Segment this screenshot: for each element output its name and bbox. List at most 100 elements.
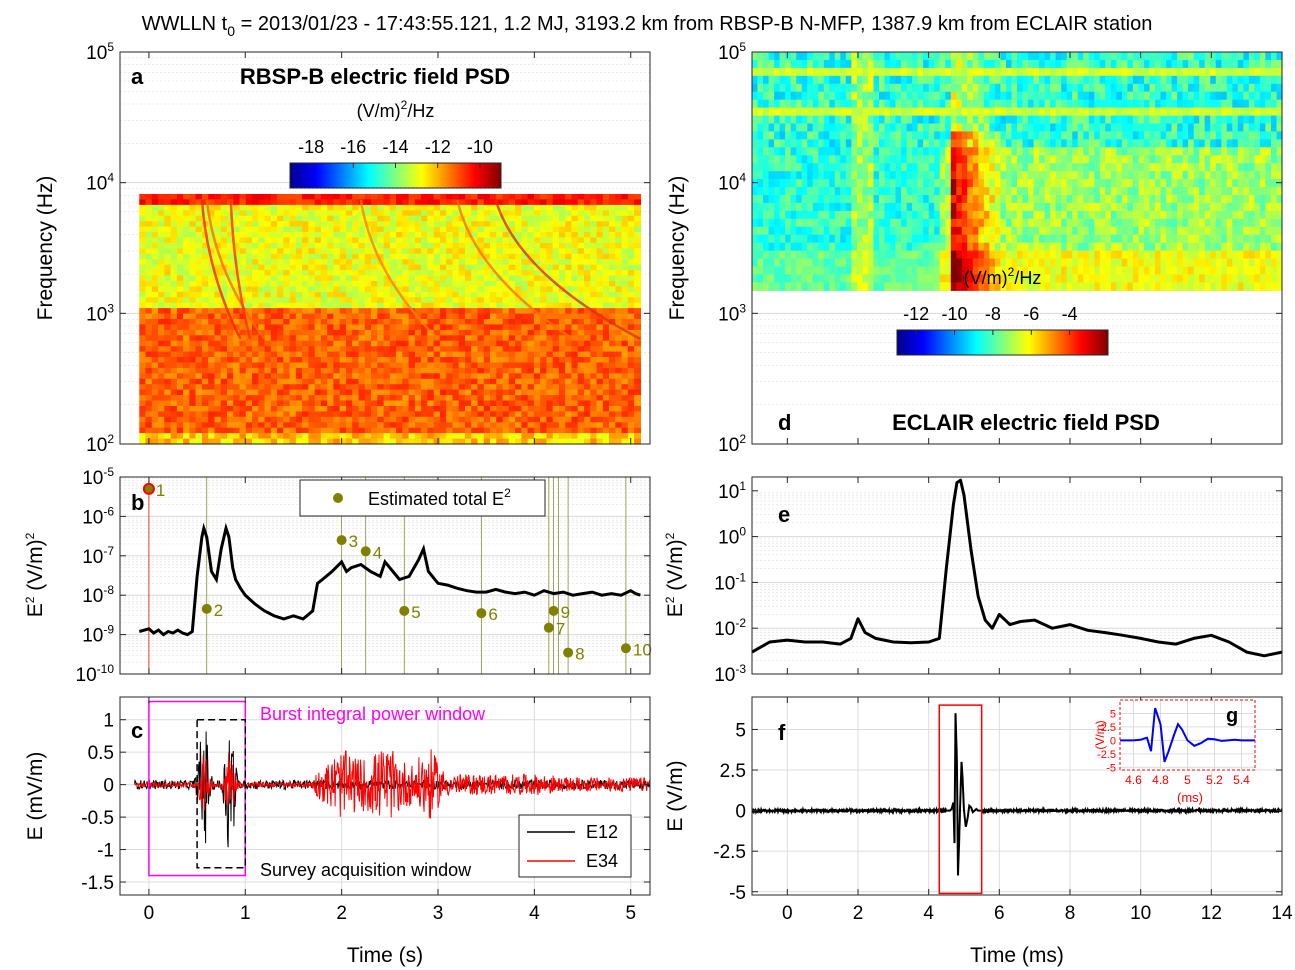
spectrogram-cell xyxy=(923,155,929,164)
spectrogram-cell xyxy=(584,401,591,407)
colorbar-label: (V/m)2/Hz xyxy=(357,98,435,121)
spectrogram-cell xyxy=(503,194,510,200)
spectrogram-cell xyxy=(459,238,466,244)
spectrogram-cell xyxy=(597,210,604,216)
spectrogram-cell xyxy=(277,319,284,325)
spectrogram-cell xyxy=(857,282,863,291)
spectrogram-cell xyxy=(453,216,460,222)
spectrogram-cell xyxy=(233,406,240,412)
spectrogram-cell xyxy=(189,238,196,244)
spectrogram-cell xyxy=(402,335,409,341)
spectrogram-cell xyxy=(515,210,522,216)
spectrogram-cell xyxy=(396,373,403,379)
spectrogram-cell xyxy=(158,319,165,325)
spectrogram-cell xyxy=(202,406,209,412)
spectrogram-cell xyxy=(384,292,391,298)
spectrogram-cell xyxy=(912,195,918,204)
y-tick-label: 10-9 xyxy=(82,623,114,647)
spectrogram-cell xyxy=(565,205,572,211)
spectrogram-cell xyxy=(868,131,874,140)
spectrogram-cell xyxy=(874,116,880,125)
spectrogram-cell xyxy=(290,297,297,303)
spectrogram-cell xyxy=(233,384,240,390)
spectrogram-cell xyxy=(578,221,585,227)
spectrogram-cell xyxy=(603,433,610,439)
spectrogram-cell xyxy=(214,373,221,379)
spectrogram-cell xyxy=(918,155,924,164)
spectrogram-cell xyxy=(258,384,265,390)
spectrogram-cell xyxy=(384,254,391,260)
spectrogram-cell xyxy=(214,384,221,390)
spectrogram-cell xyxy=(258,406,265,412)
spectrogram-cell xyxy=(365,357,372,363)
spectrogram-cell xyxy=(359,270,366,276)
spectrogram-cell xyxy=(807,282,813,291)
spectrogram-cell xyxy=(540,308,547,314)
spectrogram-cell xyxy=(546,352,553,358)
spectrogram-cell xyxy=(402,368,409,374)
spectrogram-cell xyxy=(590,270,597,276)
spectrogram-cell xyxy=(840,60,846,69)
spectrogram-cell xyxy=(578,292,585,298)
spectrogram-cell xyxy=(752,187,758,196)
spectrogram-cell xyxy=(240,232,247,238)
spectrogram-cell xyxy=(818,211,824,220)
spectrogram-cell xyxy=(214,335,221,341)
spectrogram-cell xyxy=(802,274,808,283)
spectrogram-cell xyxy=(352,292,359,298)
spectrogram-cell xyxy=(584,363,591,369)
spectrogram-cell xyxy=(896,203,902,212)
spectrogram-cell xyxy=(283,238,290,244)
spectrogram-cell xyxy=(171,297,178,303)
spectrogram-cell xyxy=(478,417,485,423)
spectrogram-cell xyxy=(346,303,353,309)
spectrogram-cell xyxy=(509,341,516,347)
spectrogram-cell xyxy=(302,199,309,205)
spectrogram-cell xyxy=(214,194,221,200)
spectrogram-cell xyxy=(415,254,422,260)
spectrogram-cell xyxy=(484,303,491,309)
spectrogram-cell xyxy=(534,297,541,303)
spectrogram-cell xyxy=(874,76,880,85)
spectrogram-cell xyxy=(246,433,253,439)
spectrogram-cell xyxy=(885,211,891,220)
spectrogram-cell xyxy=(780,282,786,291)
spectrogram-cell xyxy=(615,401,622,407)
spectrogram-cell xyxy=(384,346,391,352)
spectrogram-cell xyxy=(509,281,516,287)
spectrogram-cell xyxy=(365,314,372,320)
spectrogram-cell xyxy=(246,346,253,352)
spectrogram-cell xyxy=(465,297,472,303)
spectrogram-cell xyxy=(785,227,791,236)
spectrogram-cell xyxy=(421,417,428,423)
spectrogram-cell xyxy=(890,227,896,236)
spectrogram-cell xyxy=(590,199,597,205)
spectrogram-cell xyxy=(553,232,560,238)
spectrogram-cell xyxy=(396,308,403,314)
spectrogram-cell xyxy=(503,205,510,211)
spectrogram-cell xyxy=(302,395,309,401)
spectrogram-cell xyxy=(465,379,472,385)
spectrogram-cell xyxy=(862,116,868,125)
spectrogram-cell xyxy=(139,308,146,314)
spectrogram-cell xyxy=(559,265,566,271)
spectrogram-cell xyxy=(528,363,535,369)
spectrogram-cell xyxy=(496,232,503,238)
spectrogram-cell xyxy=(634,390,641,396)
spectrogram-cell xyxy=(277,357,284,363)
spectrogram-cell xyxy=(265,232,272,238)
spectrogram-cell xyxy=(515,335,522,341)
spectrogram-cell xyxy=(258,363,265,369)
spectrogram-cell xyxy=(371,259,378,265)
spectrogram-cell xyxy=(515,373,522,379)
spectrogram-cell xyxy=(546,373,553,379)
spectrogram-cell xyxy=(603,390,610,396)
spectrogram-cell xyxy=(546,368,553,374)
spectrogram-cell xyxy=(622,210,629,216)
spectrogram-cell xyxy=(540,395,547,401)
spectrogram-cell xyxy=(622,232,629,238)
spectrogram-cell xyxy=(857,179,863,188)
spectrogram-cell xyxy=(478,401,485,407)
spectrogram-cell xyxy=(758,84,764,93)
spectrogram-cell xyxy=(402,232,409,238)
